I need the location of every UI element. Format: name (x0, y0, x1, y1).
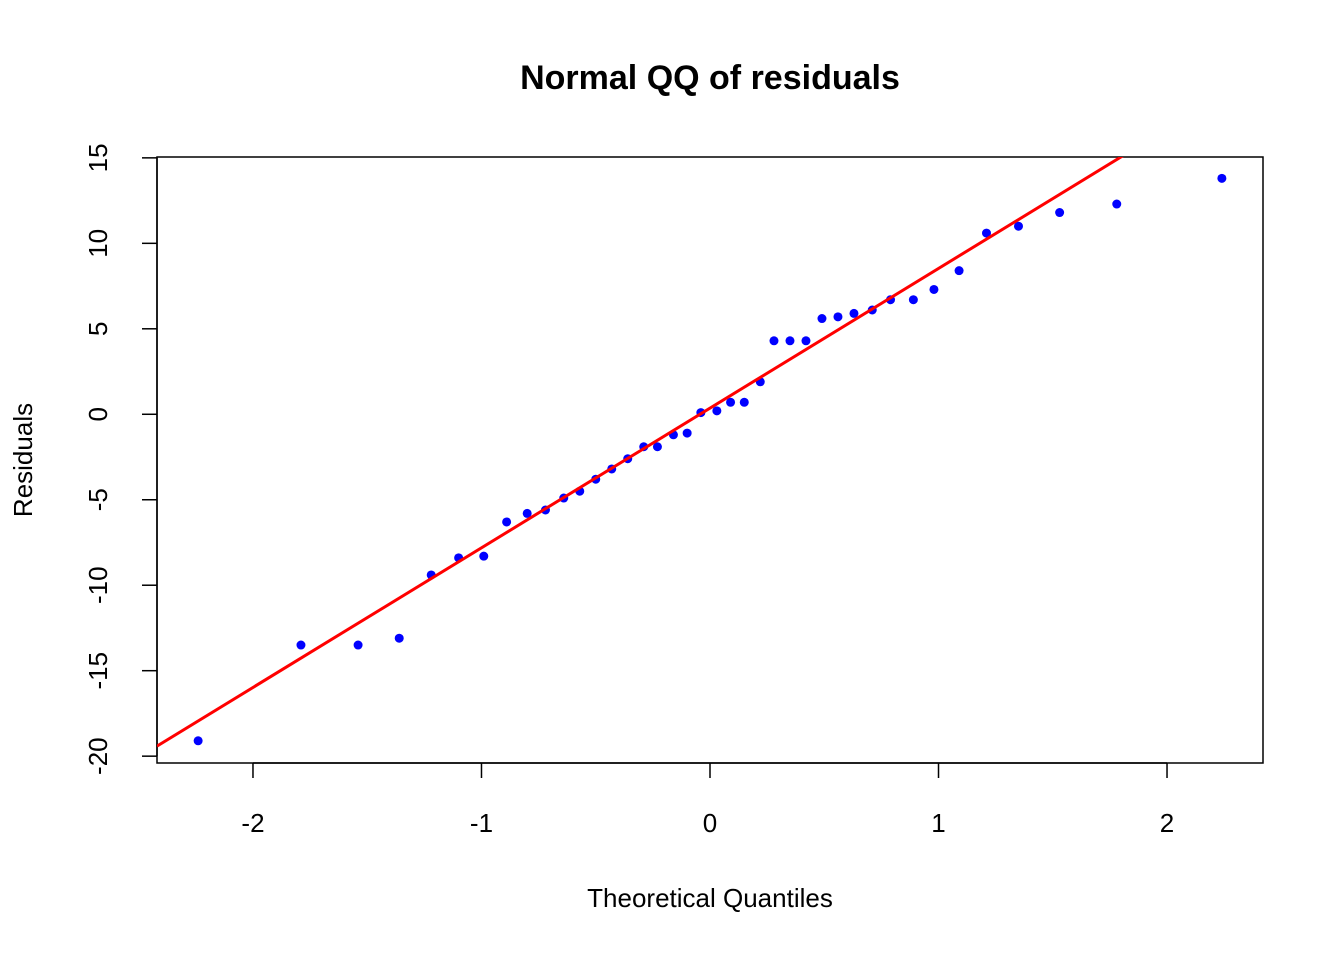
x-axis-label: Theoretical Quantiles (587, 883, 833, 913)
x-tick-label: -1 (470, 808, 493, 838)
plot-box (156, 156, 1264, 764)
y-tick-label: -15 (83, 652, 113, 690)
y-tick-label: 15 (83, 143, 113, 172)
point (193, 736, 203, 746)
point (726, 397, 736, 407)
x-tick-label: 1 (931, 808, 945, 838)
point (652, 442, 662, 452)
point (502, 517, 512, 527)
point (682, 428, 692, 438)
y-tick-label: -20 (83, 737, 113, 775)
point (785, 336, 795, 346)
y-tick-label: 10 (83, 229, 113, 258)
x-tick-label: 2 (1160, 808, 1174, 838)
chart-title: Normal QQ of residuals (520, 59, 900, 97)
point (353, 640, 363, 650)
point (522, 508, 532, 518)
x-tick-label: -2 (241, 808, 264, 838)
y-tick-label: 0 (83, 407, 113, 421)
y-axis-label: Residuals (8, 403, 38, 517)
point (929, 284, 939, 294)
point (769, 336, 779, 346)
x-tick-label: 0 (703, 808, 717, 838)
point (394, 633, 404, 643)
point (982, 228, 991, 238)
point (801, 336, 811, 346)
point (739, 397, 749, 407)
point (1112, 199, 1122, 209)
point (833, 312, 843, 322)
point (817, 314, 827, 324)
point (296, 640, 306, 650)
reference-line (157, 157, 1124, 748)
point (712, 406, 722, 416)
point (1217, 173, 1227, 183)
point (1013, 221, 1023, 231)
point (954, 266, 964, 276)
point (1055, 208, 1065, 218)
point (479, 551, 489, 561)
point (908, 295, 918, 305)
y-tick-label: -10 (83, 566, 113, 604)
point (849, 308, 859, 318)
y-tick-label: 5 (83, 322, 113, 336)
y-tick-label: -5 (83, 488, 113, 511)
